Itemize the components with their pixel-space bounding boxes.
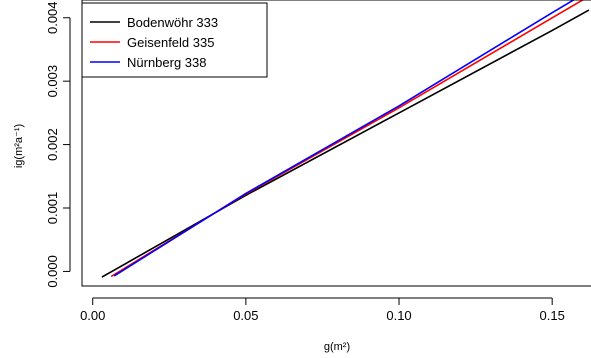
- y-axis: 0.000 0.001 0.002 0.003 0.004: [45, 1, 71, 288]
- x-tick-label: 0.10: [386, 308, 411, 323]
- y-tick-label: 0.004: [45, 1, 60, 34]
- series-layer: [101, 0, 590, 278]
- x-tick-label: 0.15: [540, 308, 565, 323]
- y-tick-label: 0.001: [45, 192, 60, 225]
- legend-label: Geisenfeld 335: [127, 35, 214, 50]
- legend: Bodenwöhr 333 Geisenfeld 335 Nürnberg 338: [81, 2, 268, 78]
- legend-label: Nürnberg 338: [127, 55, 207, 70]
- plot-frame: [81, 0, 591, 287]
- legend-label: Bodenwöhr 333: [127, 15, 218, 30]
- y-tick-label: 0.003: [45, 65, 60, 98]
- y-tick-label: 0.000: [45, 255, 60, 288]
- x-axis-title: g(m²): [324, 341, 350, 353]
- y-axis-title: ig(m²a⁻¹): [13, 124, 25, 168]
- legend-box: [81, 2, 268, 78]
- x-tick-label: 0.05: [233, 308, 258, 323]
- y-tick-label: 0.002: [45, 128, 60, 161]
- x-axis: 0.00 0.05 0.10 0.15: [80, 297, 565, 323]
- series-line-2: [113, 0, 576, 277]
- x-tick-label: 0.00: [80, 308, 105, 323]
